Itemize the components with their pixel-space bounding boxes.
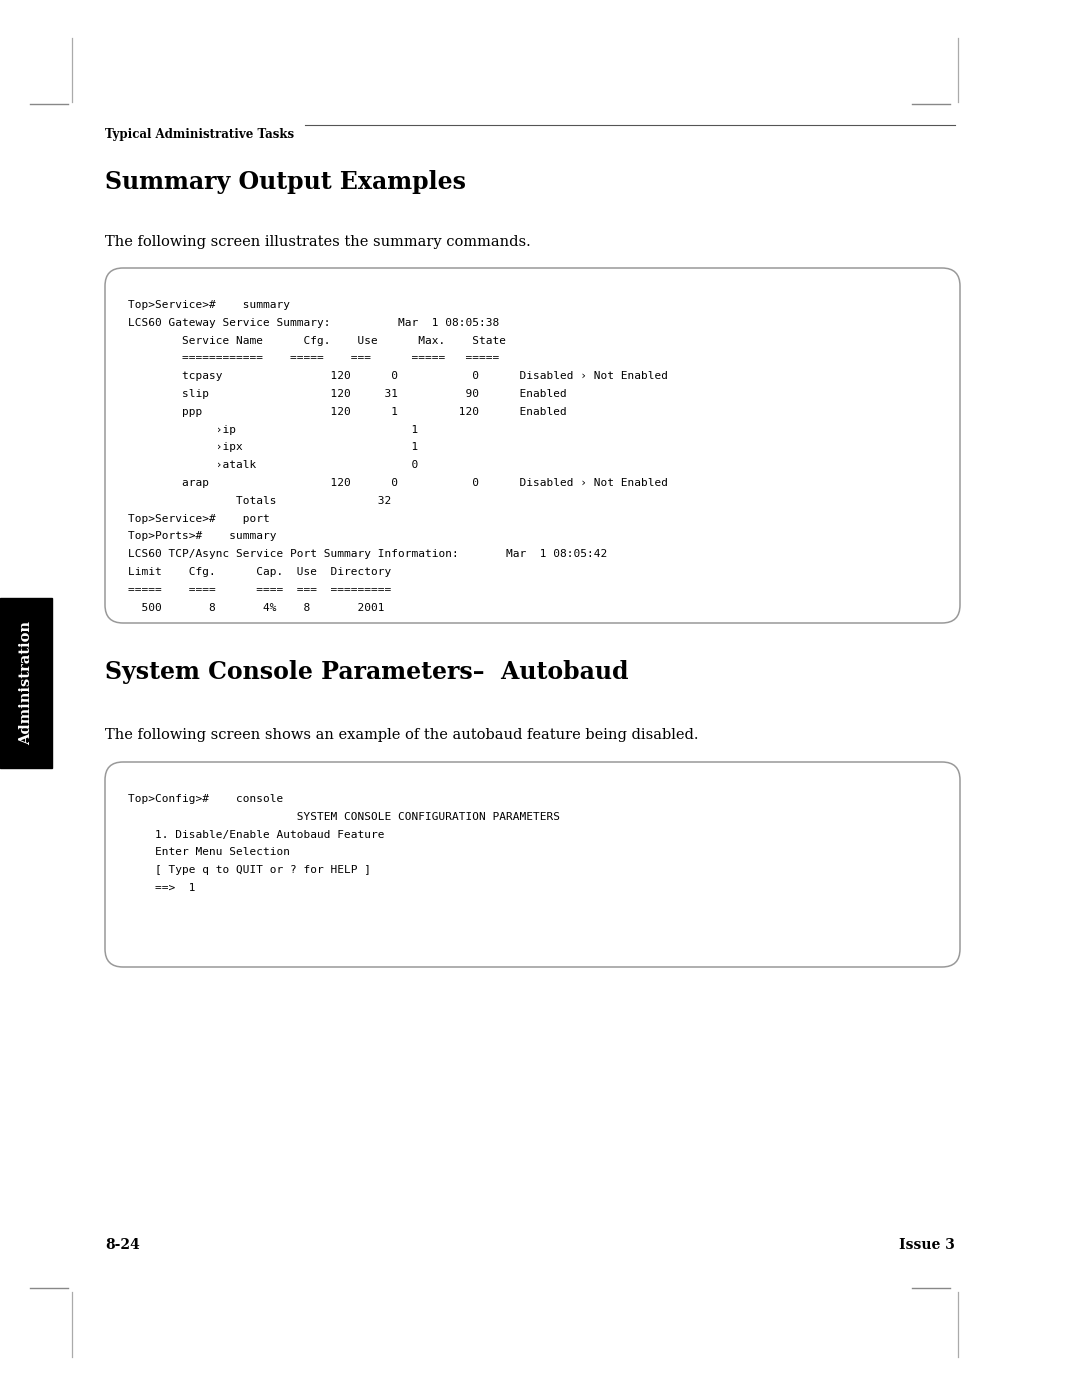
Text: Enter Menu Selection: Enter Menu Selection <box>129 848 291 858</box>
Text: Typical Administrative Tasks: Typical Administrative Tasks <box>105 129 294 141</box>
Text: slip                  120     31          90      Enabled: slip 120 31 90 Enabled <box>129 388 567 400</box>
Text: Issue 3: Issue 3 <box>900 1238 955 1252</box>
Text: ppp                   120      1         120      Enabled: ppp 120 1 120 Enabled <box>129 407 567 416</box>
Text: ›ip                          1: ›ip 1 <box>129 425 418 434</box>
Text: Top>Service>#    summary: Top>Service># summary <box>129 300 291 310</box>
Text: Summary Output Examples: Summary Output Examples <box>105 170 465 194</box>
Text: Top>Config>#    console: Top>Config># console <box>129 793 283 805</box>
Text: 8-24: 8-24 <box>105 1238 139 1252</box>
Text: arap                  120      0           0      Disabled › Not Enabled: arap 120 0 0 Disabled › Not Enabled <box>129 478 669 488</box>
Text: ›ipx                         1: ›ipx 1 <box>129 443 418 453</box>
FancyBboxPatch shape <box>105 761 960 967</box>
Text: [ Type q to QUIT or ? for HELP ]: [ Type q to QUIT or ? for HELP ] <box>129 865 372 875</box>
Text: ============    =====    ===      =====   =====: ============ ===== === ===== ===== <box>129 353 499 363</box>
Text: LCS60 TCP/Async Service Port Summary Information:       Mar  1 08:05:42: LCS60 TCP/Async Service Port Summary Inf… <box>129 549 607 559</box>
Text: 1. Disable/Enable Autobaud Feature: 1. Disable/Enable Autobaud Feature <box>129 830 384 840</box>
Text: ›atalk                       0: ›atalk 0 <box>129 460 418 471</box>
FancyBboxPatch shape <box>105 268 960 623</box>
Text: The following screen shows an example of the autobaud feature being disabled.: The following screen shows an example of… <box>105 728 699 742</box>
Text: Administration: Administration <box>19 622 33 745</box>
Text: ==>  1: ==> 1 <box>129 883 195 893</box>
Text: Totals               32: Totals 32 <box>129 496 391 506</box>
Bar <box>0 598 52 768</box>
Text: Top>Ports>#    summary: Top>Ports># summary <box>129 531 276 542</box>
Text: The following screen illustrates the summary commands.: The following screen illustrates the sum… <box>105 235 530 249</box>
Text: 500       8       4%    8       2001: 500 8 4% 8 2001 <box>129 602 384 613</box>
Text: LCS60 Gateway Service Summary:          Mar  1 08:05:38: LCS60 Gateway Service Summary: Mar 1 08:… <box>129 317 499 328</box>
Text: Limit    Cfg.      Cap.  Use  Directory: Limit Cfg. Cap. Use Directory <box>129 567 391 577</box>
Text: System Console Parameters–  Autobaud: System Console Parameters– Autobaud <box>105 659 629 685</box>
Text: tcpasy                120      0           0      Disabled › Not Enabled: tcpasy 120 0 0 Disabled › Not Enabled <box>129 372 669 381</box>
Text: Service Name      Cfg.    Use      Max.    State: Service Name Cfg. Use Max. State <box>129 335 507 345</box>
Text: SYSTEM CONSOLE CONFIGURATION PARAMETERS: SYSTEM CONSOLE CONFIGURATION PARAMETERS <box>129 812 561 821</box>
Text: Top>Service>#    port: Top>Service># port <box>129 514 270 524</box>
Text: =====    ====      ====  ===  =========: ===== ==== ==== === ========= <box>129 585 391 595</box>
